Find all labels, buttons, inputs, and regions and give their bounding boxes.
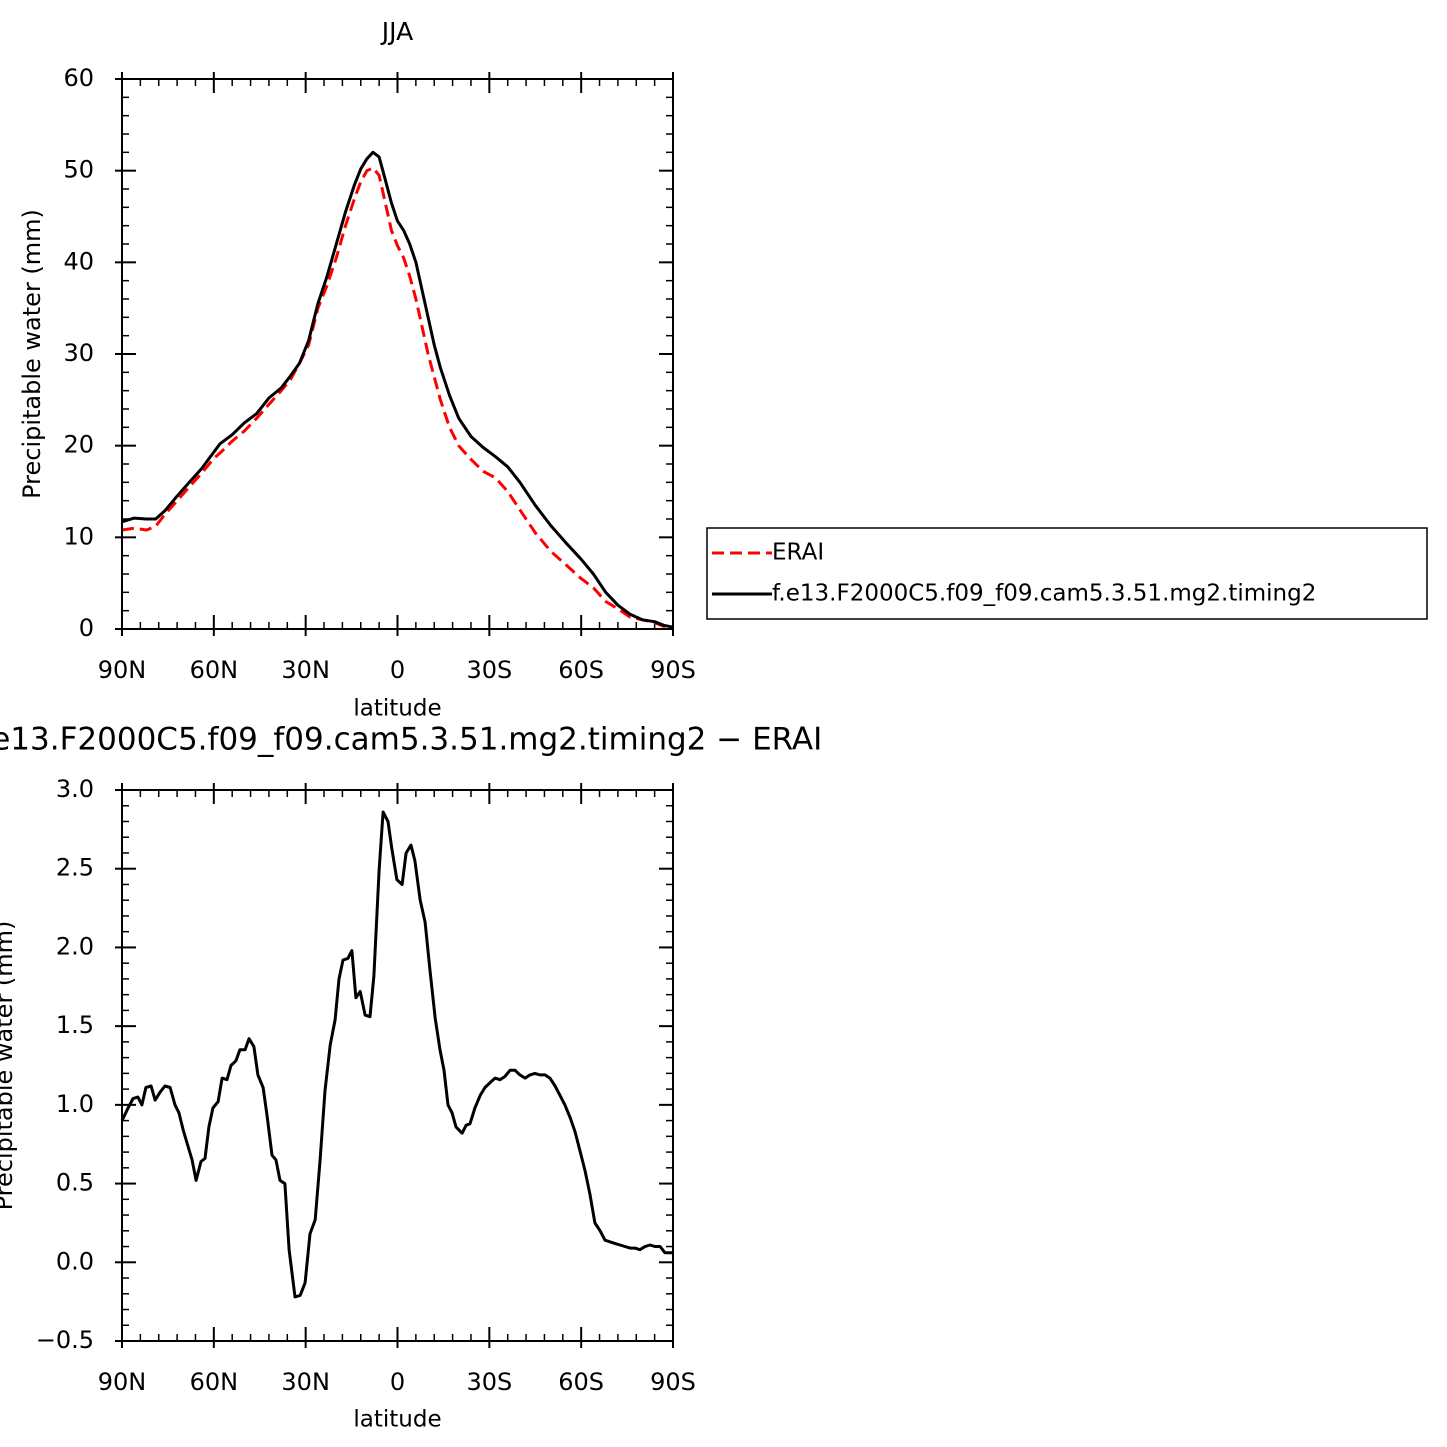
plot-frame xyxy=(121,78,674,630)
y-tick-label: 3.0 xyxy=(56,775,94,803)
legend-box xyxy=(706,527,1428,620)
x-tick-label: 90S xyxy=(650,656,696,684)
x-tick-label: 0 xyxy=(390,656,405,684)
y-tick-label: 2.5 xyxy=(56,854,94,882)
x-tick-label: 30N xyxy=(281,656,330,684)
x-tick-label: 90N xyxy=(98,656,147,684)
x-tick-label: 60N xyxy=(190,656,239,684)
x-axis-label: latitude xyxy=(353,1407,441,1433)
plot-frame xyxy=(121,789,674,1342)
x-tick-label: 60S xyxy=(558,1368,604,1396)
y-tick-label: 2.0 xyxy=(56,932,94,960)
y-tick-label: 60 xyxy=(63,64,94,92)
chart-title: f.e13.F2000C5.f09_f09.cam5.3.51.mg2.timi… xyxy=(0,722,822,758)
x-tick-label: 90N xyxy=(98,1368,147,1396)
y-tick-label: 10 xyxy=(63,522,94,550)
data-line xyxy=(121,150,674,629)
y-axis-label: Precipitable water (mm) xyxy=(0,921,18,1211)
y-tick-label: 40 xyxy=(63,247,94,275)
x-tick-label: 0 xyxy=(390,1368,405,1396)
x-tick-label: 30N xyxy=(281,1368,330,1396)
x-tick-label: 30S xyxy=(466,656,512,684)
y-tick-label: 0.5 xyxy=(56,1169,94,1197)
legend-label: f.e13.F2000C5.f09_f09.cam5.3.51.mg2.timi… xyxy=(772,581,1316,607)
y-tick-label: −0.5 xyxy=(36,1326,94,1354)
x-axis-label: latitude xyxy=(353,696,441,722)
chart-title: JJA xyxy=(380,17,413,46)
x-tick-label: 60N xyxy=(190,1368,239,1396)
data-line xyxy=(121,166,674,630)
y-tick-label: 30 xyxy=(63,339,94,367)
y-tick-label: 0.0 xyxy=(56,1247,94,1275)
data-line xyxy=(120,810,673,1299)
x-tick-label: 30S xyxy=(466,1368,512,1396)
y-axis-label: Precipitable water (mm) xyxy=(18,209,46,499)
y-tick-label: 20 xyxy=(63,431,94,459)
y-tick-label: 1.0 xyxy=(56,1090,94,1118)
x-tick-label: 90S xyxy=(650,1368,696,1396)
legend-label: ERAI xyxy=(772,540,824,566)
y-tick-label: 0 xyxy=(79,614,94,642)
x-tick-label: 60S xyxy=(558,656,604,684)
y-tick-label: 1.5 xyxy=(56,1011,94,1039)
y-tick-label: 50 xyxy=(63,156,94,184)
